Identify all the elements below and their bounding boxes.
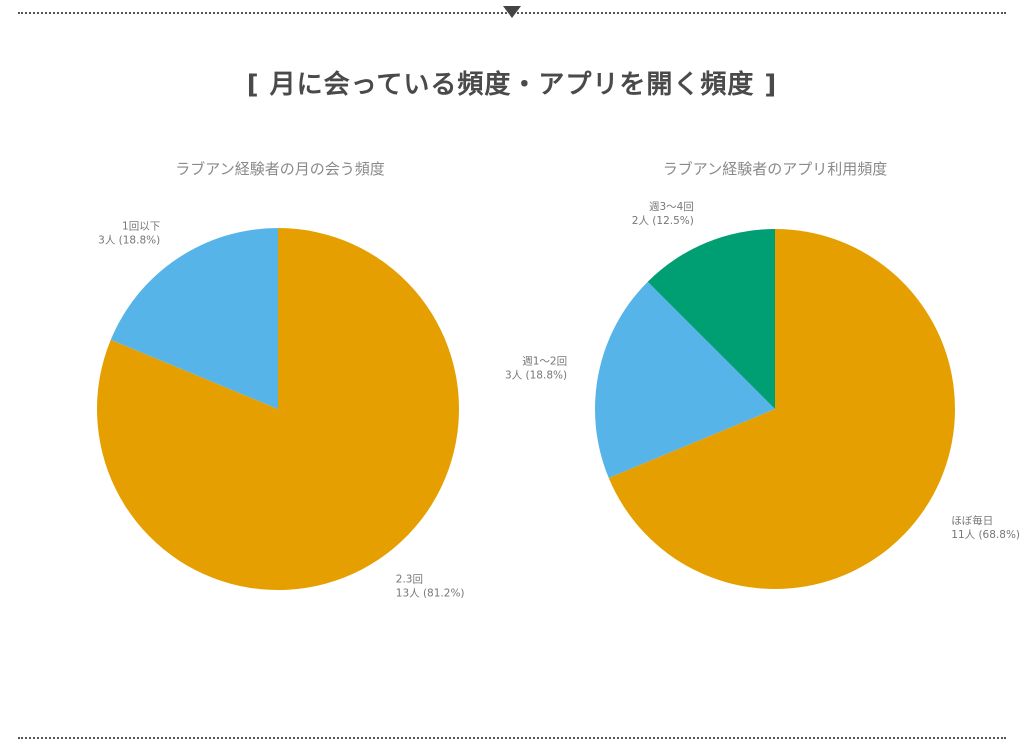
slice-value-app-2: 2人 (12.5%) bbox=[632, 215, 694, 227]
slice-label-app-2: 週3〜4回 bbox=[649, 201, 694, 213]
slice-label-app-0: ほぼ毎日 bbox=[951, 514, 993, 527]
pie-chart-meeting-frequency: 2.3回 13人 (81.2%) 1回以下 3人 (18.8%) ラブアン経験者の月の… bbox=[40, 150, 520, 620]
chart-title-meeting-frequency: ラブアン経験者の月の会う頻度 bbox=[175, 160, 385, 178]
pie-chart-meeting-frequency-svg: 2.3回 13人 (81.2%) 1回以下 3人 (18.8%) bbox=[96, 221, 465, 599]
slice-value-meeting-0: 13人 (81.2%) bbox=[396, 587, 465, 599]
slice-label-meeting-1: 1回以下 bbox=[122, 221, 160, 233]
pie-chart-app-usage: ほぼ毎日 11人 (68.8%) 週1〜2回 3人 (18.8%) 週3〜4回 2人 (1… bbox=[505, 150, 1020, 620]
slice-value-meeting-1: 3人 (18.8%) bbox=[98, 235, 160, 247]
pie-slice-meeting-0 bbox=[96, 228, 459, 590]
pie-slice-meeting-1 bbox=[110, 228, 278, 409]
pie-slice-app-0 bbox=[608, 229, 955, 589]
section-marker-icon bbox=[503, 6, 521, 18]
pie-chart-app-usage-svg: ほぼ毎日 11人 (68.8%) 週1〜2回 3人 (18.8%) 週3〜4回 2人 (1… bbox=[505, 201, 1020, 589]
slice-value-app-0: 11人 (68.8%) bbox=[951, 529, 1020, 541]
pie-slice-app-1 bbox=[595, 281, 775, 478]
slice-value-app-1: 3人 (18.8%) bbox=[505, 370, 567, 382]
slice-label-meeting-0: 2.3回 bbox=[396, 573, 423, 585]
chart-title-app-usage: ラブアン経験者のアプリ利用頻度 bbox=[662, 160, 888, 178]
bottom-divider bbox=[18, 737, 1006, 739]
page-title: [ 月に会っている頻度・アプリを開く頻度 ] bbox=[246, 70, 778, 100]
pie-slice-app-2 bbox=[647, 229, 775, 409]
slice-label-app-1: 週1〜2回 bbox=[522, 356, 567, 368]
